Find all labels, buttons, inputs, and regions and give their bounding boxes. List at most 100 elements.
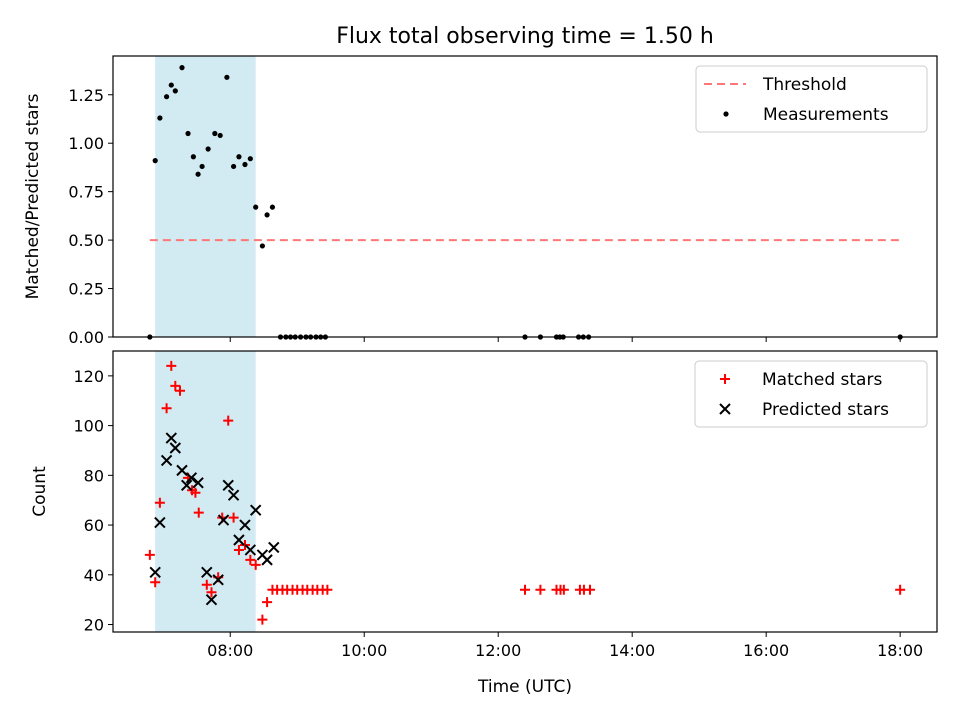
matched-star-point [322,584,333,595]
matched-star-point [150,577,161,588]
chart-title: Flux total observing time = 1.50 h [336,24,714,49]
predicted-star-point [165,432,177,444]
predicted-star-point [154,516,166,529]
x-tick-label: 16:00 [743,641,789,660]
measurement-point [152,158,158,164]
matched-star-point [193,507,204,518]
y-tick-label: 120 [73,367,104,386]
measurement-point [259,243,265,249]
matched-star-point [257,614,268,625]
matched-star-point [262,597,273,608]
legend-label: Predicted stars [762,400,889,420]
y-tick-label: 0.00 [68,328,104,347]
y-axis-label: Count [30,466,50,517]
legend-label: Measurements [763,105,889,125]
measurement-point [217,132,223,139]
predicted-star-point [201,566,213,579]
x-tick-label: 10:00 [341,641,387,660]
matched-star-point [233,544,244,555]
predicted-star-point [268,541,280,554]
legend-measurement-swatch [723,111,729,117]
x-tick-label: 14:00 [609,641,655,660]
predicted-star-point [227,489,240,501]
predicted-star-point [249,504,262,516]
measurement-point [157,115,163,121]
legend-label: Matched stars [762,370,882,390]
y-tick-label: 0.25 [68,280,104,299]
matched-star-point [144,549,155,560]
measurement-point [163,94,170,100]
observing-window-band [155,56,256,337]
predicted-star-point [192,477,204,489]
measurement-point [236,154,242,160]
matched-star-point [190,487,201,498]
predicted-star-point [222,479,234,491]
matched-star-point [535,584,546,595]
measurement-point [199,163,205,170]
matched-star-point [223,415,234,426]
measurement-point [195,171,201,177]
matched-star-point [166,360,177,371]
measurement-point [212,130,218,137]
measurement-point [168,82,174,88]
measurement-point [205,146,211,152]
measurement-point [242,161,248,168]
y-tick-label: 0.75 [68,183,104,202]
measurement-point [224,74,230,80]
top-panel: 0.00 0.25 0.50 0.75 1.00 1.25 Matched/Predicte… [23,55,938,347]
matched-star-point [201,579,212,590]
measurement-point [185,130,191,137]
matched-star-point [228,512,239,523]
predicted-star-point [149,566,161,579]
predicted-star-point [176,464,188,477]
measurement-point [190,154,196,160]
matched-star-point [250,559,261,570]
matched-star-point [239,539,250,550]
matched-star-point [154,497,165,508]
predicted-star-point [212,574,224,586]
matched-star-point [245,554,256,565]
bottom-panel: 20 40 60 80 100 120 08:00 10:00 12:00 14:00 16:00 1… [30,350,938,660]
y-tick-label: 60 [84,516,104,535]
y-tick-label: 100 [73,417,104,436]
predicted-star-point [217,514,230,526]
predicted-star-point [169,442,182,454]
matched-star-point [206,587,217,598]
legend-predicted-swatch [719,403,731,415]
plot-frame [112,350,938,633]
matched-star-point [520,584,530,595]
measurement-point [253,204,259,210]
measurement-point [264,212,270,218]
matched-star-point [895,584,906,595]
x-tick-label: 12:00 [475,641,521,660]
matched-star-point [584,584,595,595]
y-tick-label: 20 [84,616,104,635]
y-tick-label: 80 [84,466,104,485]
y-axis-label: Matched/Predicted stars [23,93,43,299]
matched-star-point [170,380,181,391]
plot-frame [112,55,938,338]
matched-star-point [174,385,185,396]
matched-star-point [161,403,172,414]
predicted-star-point [185,472,198,484]
x-axis-label: Time (UTC) [477,677,572,697]
predicted-star-point [160,454,173,467]
measurement-point [172,88,178,94]
legend-label: Threshold [762,75,847,95]
y-tick-label: 0.50 [68,231,104,250]
y-tick-label: 1.00 [68,134,104,153]
y-tick-label: 1.25 [68,86,104,105]
predicted-star-point [244,544,257,556]
legend-matched-swatch [720,374,730,384]
predicted-star-point [205,593,218,606]
measurement-point [269,204,276,210]
measurement-point [179,65,185,71]
predicted-star-point [261,554,273,566]
predicted-star-point [239,519,251,531]
observing-window-band [155,351,256,632]
predicted-star-point [180,479,193,491]
measurement-point [247,156,253,162]
y-tick-label: 40 [84,566,104,585]
matched-star-point [558,584,569,595]
